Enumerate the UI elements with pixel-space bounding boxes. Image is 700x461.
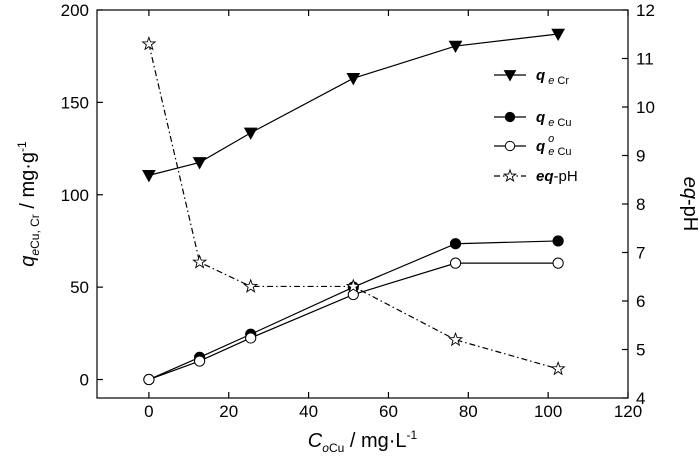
- x-tick-label: 100: [534, 402, 562, 421]
- point-qeCu: [552, 235, 564, 247]
- plot-frame: [96, 9, 629, 399]
- y-right-tick-label: 11: [636, 50, 654, 69]
- y-right-tick-label: 10: [636, 98, 655, 117]
- x-tick-label: 120: [614, 402, 642, 421]
- legend-label-qeCr: q e Cr: [536, 67, 569, 87]
- y-right-tick-label: 7: [636, 244, 645, 263]
- y-right-tick-label: 9: [636, 147, 645, 166]
- y-left-tick-label: 150: [61, 93, 89, 112]
- y-left-tick-label: 0: [80, 371, 89, 390]
- legend-label-eqpH: eq-pH: [536, 168, 578, 185]
- y-left-tick-label: 50: [70, 278, 89, 297]
- y-right-axis-title: eq-pH: [679, 177, 700, 231]
- point-eqpH: [192, 254, 208, 269]
- point-qoeCu: [552, 257, 564, 269]
- y-left-tick-label: 100: [61, 186, 89, 205]
- x-tick-label: 60: [379, 402, 398, 421]
- point-qeCr: [551, 28, 565, 42]
- point-eqpH: [447, 331, 464, 347]
- y-right-tick-label: 8: [636, 195, 645, 214]
- point-eqpH: [550, 360, 566, 376]
- point-qeCr: [448, 40, 463, 54]
- point-qeCr: [346, 73, 361, 86]
- x-tick-label: 40: [299, 402, 318, 421]
- point-qoeCu: [194, 355, 206, 367]
- y-right-tick-label: 6: [636, 292, 645, 311]
- point-qeCu: [449, 238, 462, 250]
- legend-marker-qoeCu: [504, 140, 516, 152]
- point-qoeCu: [449, 257, 462, 269]
- y-right-tick-label: 4: [636, 389, 645, 408]
- series-line-qeCr: [148, 33, 559, 176]
- point-qoeCu: [245, 332, 257, 344]
- legend-marker-eqpH: [502, 168, 518, 182]
- series-line-eqpH: [148, 43, 559, 370]
- point-qeCr: [243, 127, 258, 140]
- series-line-qoeCu: [148, 262, 559, 381]
- point-eqpH: [141, 36, 157, 51]
- y-right-tick-label: 12: [636, 1, 655, 20]
- series-line-qeCu: [148, 240, 559, 381]
- point-eqpH: [345, 278, 361, 293]
- point-qeCr: [142, 170, 156, 183]
- legend-marker-qeCr: [503, 70, 517, 82]
- point-qoeCu: [143, 373, 155, 386]
- y-right-tick-label: 5: [636, 341, 645, 360]
- y-left-tick-label: 200: [61, 1, 89, 20]
- legend-label-qeCu: q e Cu: [536, 109, 571, 129]
- point-eqpH: [243, 278, 259, 293]
- x-tick-label: 0: [144, 402, 153, 421]
- y-left-axis-title: qeCu, Cr / mg·g-1: [15, 141, 42, 267]
- x-tick-label: 80: [459, 402, 478, 421]
- point-qeCr: [192, 157, 207, 170]
- legend-marker-qeCu: [504, 111, 516, 123]
- x-tick-label: 20: [219, 402, 238, 421]
- x-axis-title: CoCu / mg·L-1: [308, 428, 418, 455]
